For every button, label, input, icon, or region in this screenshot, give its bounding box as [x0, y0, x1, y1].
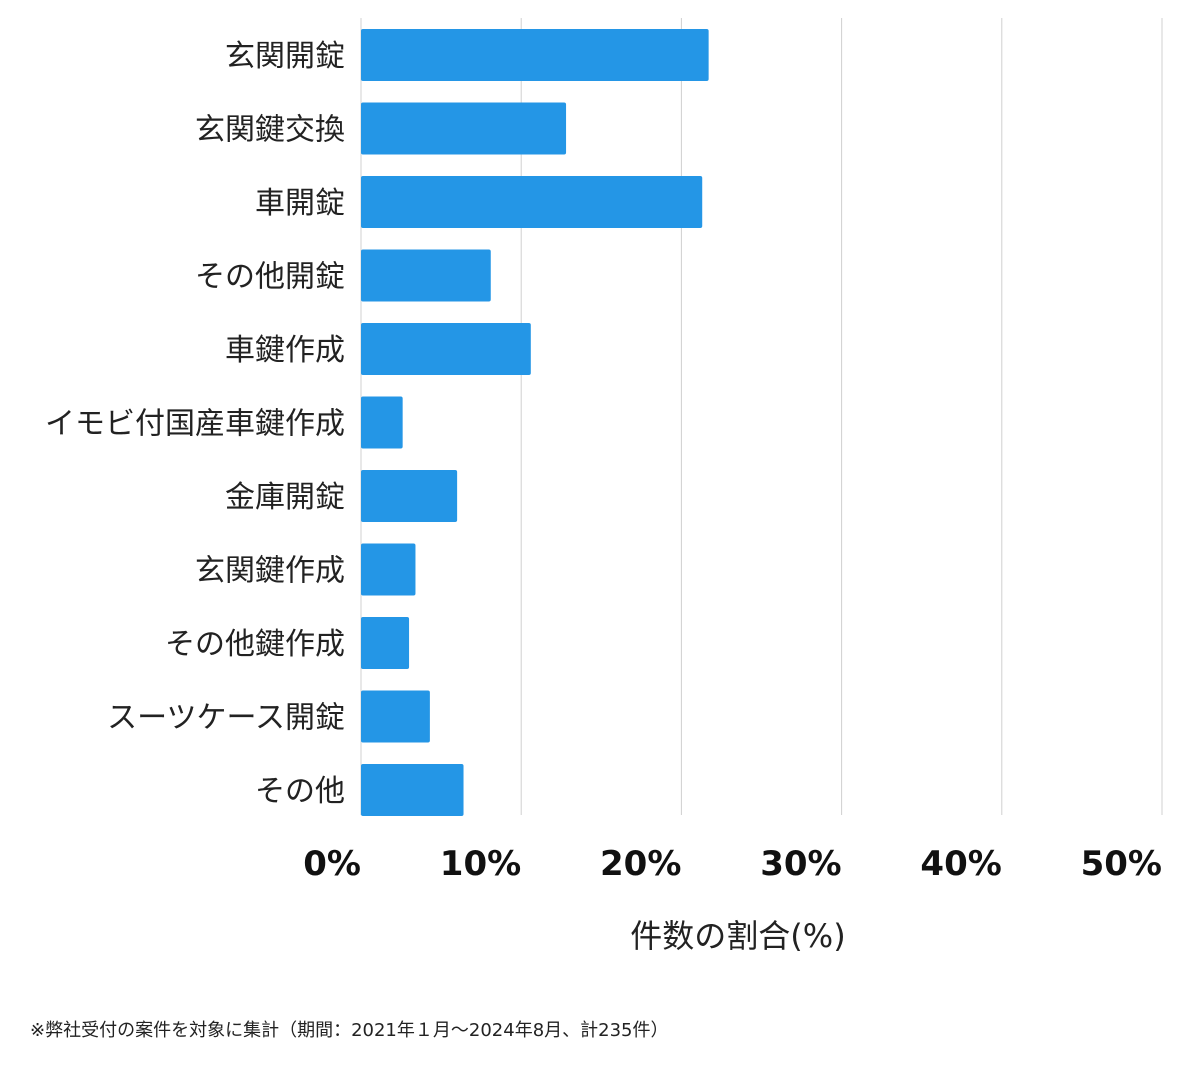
bar — [361, 249, 491, 302]
x-tick-label: 30% — [760, 844, 841, 884]
category-label: その他鍵作成 — [165, 627, 345, 662]
bar — [361, 543, 416, 596]
bar — [361, 470, 458, 522]
bar — [361, 396, 403, 449]
category-label: 金庫開錠 — [225, 480, 345, 515]
category-label: その他 — [255, 774, 345, 809]
bar — [361, 617, 410, 669]
bar — [361, 29, 709, 81]
category-label: 玄関鍵作成 — [195, 554, 345, 589]
x-axis-title: 件数の割合(%) — [630, 917, 845, 955]
x-tick-label: 50% — [1081, 844, 1162, 884]
bar — [361, 690, 430, 743]
footnote: ※弊社受付の案件を対象に集計（期間：2021年１月〜2024年8月、計235件） — [30, 1020, 669, 1041]
category-label: イモビ付国産車鍵作成 — [45, 407, 345, 442]
category-label: 玄関鍵交換 — [195, 113, 345, 148]
x-tick-label: 10% — [440, 844, 521, 884]
category-label: 車開錠 — [255, 186, 345, 221]
x-tick-label: 0% — [303, 844, 361, 884]
category-label: その他開錠 — [195, 260, 345, 295]
bar — [361, 102, 567, 155]
bar-chart: 0% 10% 20% 30% 40% 50% 玄関開錠玄関鍵交換車開錠その他開錠車鍵作成イモ… — [45, 18, 1163, 955]
category-label: 車鍵作成 — [225, 333, 345, 368]
bar — [361, 176, 703, 228]
category-label: スーツケース開錠 — [107, 701, 345, 736]
x-tick-label: 20% — [600, 844, 681, 884]
bar — [361, 764, 464, 816]
bar — [361, 323, 531, 375]
category-label: 玄関開錠 — [225, 39, 345, 74]
x-tick-label: 40% — [920, 844, 1001, 884]
